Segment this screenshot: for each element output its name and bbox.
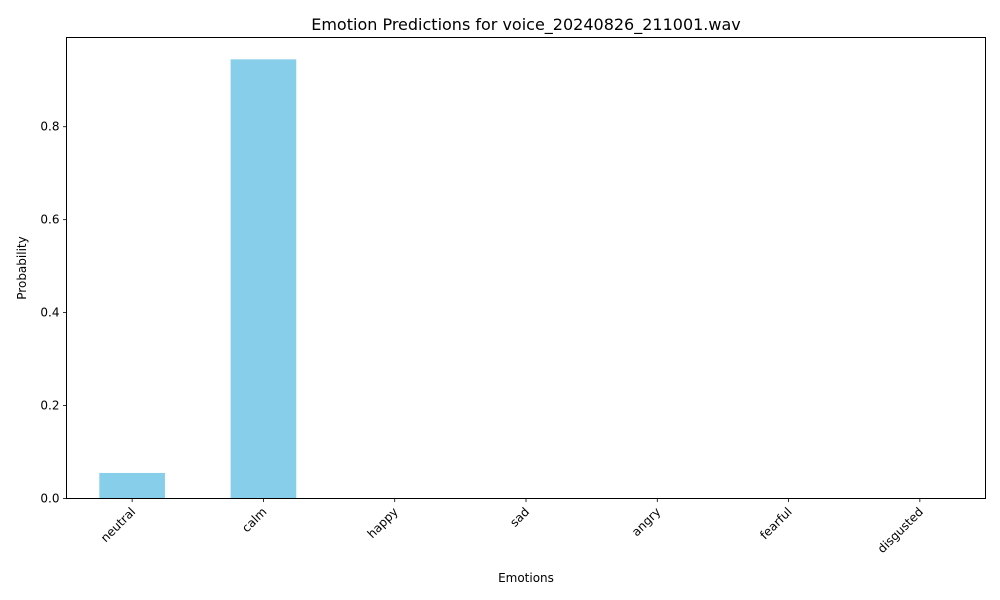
y-tick-label: 0.0 [40,492,59,506]
y-axis: 0.0 0.2 0.4 0.6 0.8 [40,120,67,506]
y-tick-label: 0.2 [40,399,59,413]
y-tick-label: 0.4 [40,306,59,320]
x-axis-label: Emotions [498,571,554,585]
x-tick-label-calm: calm [239,505,269,535]
x-tick-label-disgusted: disgusted [875,505,926,556]
bars-layer [99,59,297,499]
chart-title: Emotion Predictions for voice_20240826_2… [311,15,741,35]
y-axis-label: Probability [15,236,29,299]
x-tick-label-fearful: fearful [757,505,795,543]
plot-frame [66,37,986,499]
bar-calm [230,59,297,499]
y-tick-label: 0.8 [40,120,59,134]
x-tick-label-angry: angry [629,505,663,539]
x-tick-label-neutral: neutral [98,505,138,545]
x-tick-label-sad: sad [507,505,532,530]
y-tick-label: 0.6 [40,213,59,227]
x-axis: neutral calm happy sad angry fearful disgusted [98,498,926,556]
bar-neutral [99,472,165,499]
x-tick-label-happy: happy [365,505,401,541]
